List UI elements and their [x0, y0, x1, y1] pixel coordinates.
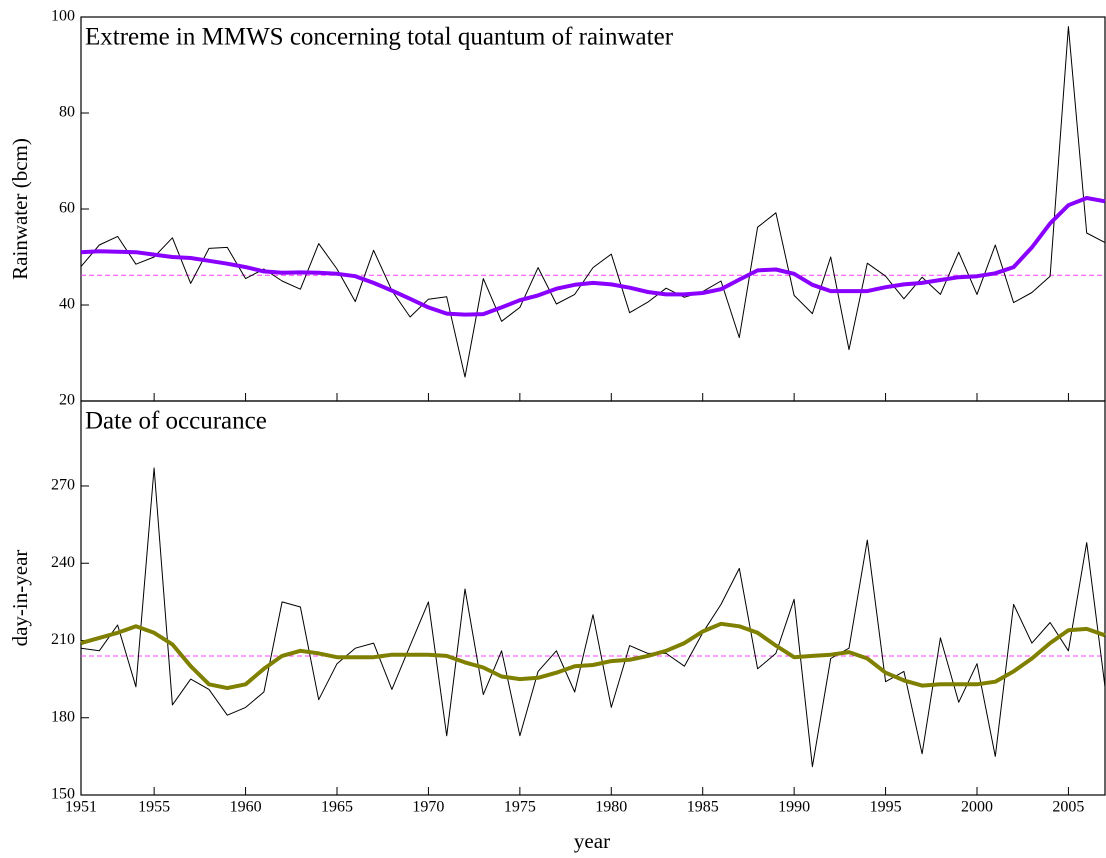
- y-tick-label: 60: [59, 200, 75, 217]
- data-line: [80, 196, 1106, 317]
- y-tick-label: 240: [51, 554, 75, 571]
- y-tick-label: 20: [59, 392, 75, 409]
- x-tick-label: 2005: [1052, 799, 1084, 816]
- x-tick-label: 1965: [321, 799, 353, 816]
- y-axis-label: Rainwater (bcm): [8, 138, 32, 280]
- x-tick-label: 1975: [504, 799, 536, 816]
- x-tick-label: 1985: [687, 799, 719, 816]
- plot-frame: [80, 400, 1106, 796]
- y-axis-label: day-in-year: [8, 550, 32, 647]
- x-tick-label: 1970: [412, 799, 444, 816]
- y-tick-label: 270: [51, 477, 75, 494]
- y-tick-label: 40: [59, 296, 75, 313]
- y-tick-label: 150: [51, 786, 75, 803]
- data-line: [80, 467, 1106, 768]
- x-tick-label: 1990: [778, 799, 810, 816]
- y-tick-label: 100: [51, 8, 75, 25]
- y-tick-label: 210: [51, 631, 75, 648]
- x-tick-label: 1995: [870, 799, 902, 816]
- chart-title: Extreme in MMWS concerning total quantum…: [85, 24, 674, 51]
- x-tick-label: 1955: [138, 799, 170, 816]
- data-line: [80, 26, 1106, 378]
- x-axis-label: year: [574, 829, 610, 853]
- y-tick-label: 80: [59, 104, 75, 121]
- x-tick-label: 1980: [595, 799, 627, 816]
- x-tick-label: 2000: [961, 799, 993, 816]
- x-tick-label: 1951: [65, 799, 97, 816]
- plot-frame: [80, 16, 1106, 402]
- chart-title: Date of occurance: [85, 408, 267, 435]
- data-line: [80, 621, 1106, 691]
- x-tick-label: 1960: [230, 799, 262, 816]
- y-tick-label: 180: [51, 708, 75, 725]
